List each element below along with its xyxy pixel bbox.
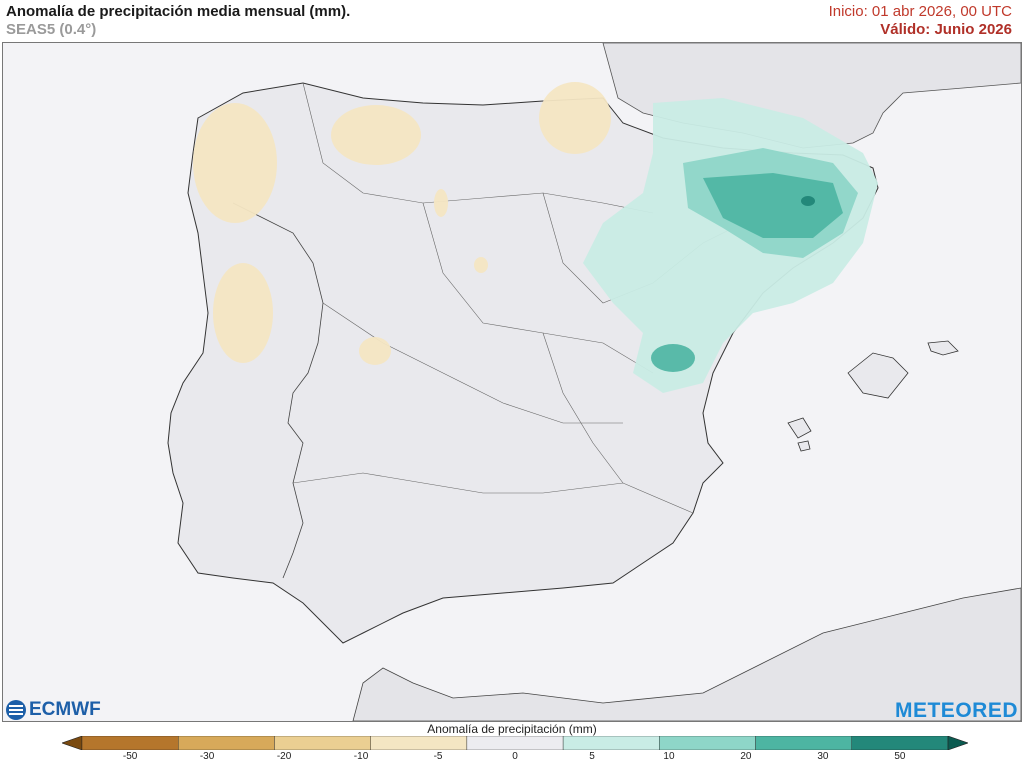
regional-border <box>302 82 654 214</box>
colorbar-segment <box>178 736 275 750</box>
colorbar-tick-label: -10 <box>353 751 369 762</box>
colorbar-title: Anomalía de precipitación (mm) <box>427 722 597 736</box>
portugal-north-dry <box>213 263 273 363</box>
colorbar-tick-label: -20 <box>276 751 292 762</box>
ecmwf-logo-icon <box>6 700 26 720</box>
portugal-border <box>232 202 324 579</box>
catalonia-core-wet <box>801 196 815 206</box>
colorbar-tick-label: 50 <box>894 751 906 762</box>
colorbar-tick-label: 5 <box>589 751 595 762</box>
colorbar-tick-label: -30 <box>199 751 215 762</box>
ibiza <box>787 417 812 439</box>
colorbar-tick-label: 20 <box>740 751 752 762</box>
colorbar-arrow-left <box>62 736 83 750</box>
colorbar <box>62 736 968 750</box>
catalonia-wet <box>703 173 843 238</box>
colorbar-segment <box>370 736 468 750</box>
colorbar-tick-label: -50 <box>122 751 138 762</box>
colorbar-arrow-right <box>947 736 968 750</box>
regional-border <box>542 332 624 484</box>
colorbar-segment <box>466 736 564 750</box>
mallorca <box>847 352 909 399</box>
map-title: Anomalía de precipitación media mensual … <box>6 3 351 20</box>
valid-date-label: Válido: Junio 2026 <box>880 21 1012 38</box>
ecmwf-logo: ECMWF <box>6 699 101 721</box>
model-label: SEAS5 (0.4°) <box>6 21 97 38</box>
colorbar-segment <box>562 736 660 750</box>
menorca <box>927 340 959 356</box>
ecmwf-logo-text: ECMWF <box>29 699 101 720</box>
asturias-dry <box>331 105 421 165</box>
valencia-wet <box>651 344 695 372</box>
formentera <box>797 440 811 452</box>
colorbar-tick-label: 30 <box>817 751 829 762</box>
init-date-label: Inicio: 01 abr 2026, 00 UTC <box>828 3 1012 20</box>
central-dry-spot <box>434 189 448 217</box>
galicia-dry <box>193 103 277 223</box>
regional-border <box>422 202 654 374</box>
colorbar-segment <box>81 736 179 750</box>
north-africa-land <box>352 587 1021 721</box>
central-dry-spot <box>474 257 488 273</box>
colorbar-tick-label: 0 <box>512 751 518 762</box>
map-panel[interactable] <box>2 42 1022 722</box>
colorbar-segment <box>851 736 949 750</box>
colorbar-segment <box>274 736 371 750</box>
colorbar-tick-label: 10 <box>663 751 675 762</box>
map-canvas <box>3 43 1021 721</box>
regional-border <box>322 302 623 424</box>
basque-dry <box>539 82 611 154</box>
colorbar-segment <box>755 736 852 750</box>
colorbar-segment <box>659 736 756 750</box>
colorbar-tick-label: -5 <box>433 751 443 762</box>
central-dry-spot <box>359 337 391 365</box>
meteored-logo: METEORED <box>894 699 1018 722</box>
